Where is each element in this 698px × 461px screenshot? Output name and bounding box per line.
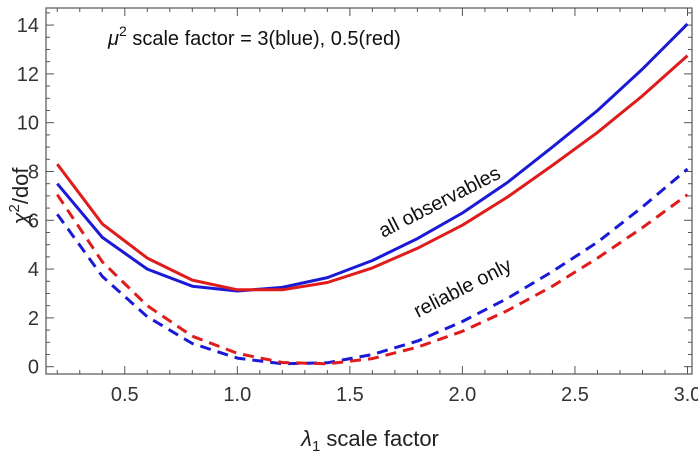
- series-line-3: [56, 167, 689, 366]
- x-axis-sub: 1: [312, 438, 320, 455]
- y-tick-label: 2: [28, 308, 39, 330]
- x-axis-title: λ1 scale factor: [300, 426, 439, 455]
- series-layer: [56, 22, 689, 366]
- y-tick-label: 8: [28, 161, 39, 183]
- x-tick-label: 2.0: [449, 384, 477, 406]
- legend-rest: scale factor = 3(blue), 0.5(red): [127, 28, 401, 50]
- series-line-1: [56, 22, 689, 293]
- y-tick-label: 10: [17, 113, 39, 135]
- label-reliable-only: reliable only: [410, 254, 515, 322]
- x-tick-labels: 0.5 1.0 1.5 2.0 2.5 3.0: [111, 384, 698, 406]
- legend-mu: μ: [107, 28, 119, 50]
- y-tick-label: 6: [28, 210, 39, 232]
- y-axis-sup: 2: [6, 204, 23, 212]
- series-line-2: [56, 54, 689, 292]
- x-axis-symbol: λ: [300, 426, 312, 451]
- axis-ticks: [46, 8, 692, 374]
- x-tick-label: 1.5: [336, 384, 364, 406]
- plot-frame: [45, 7, 693, 375]
- x-tick-label: 1.0: [223, 384, 251, 406]
- y-tick-label: 14: [17, 15, 39, 37]
- x-tick-label: 3.0: [674, 384, 698, 406]
- x-tick-label: 0.5: [111, 384, 139, 406]
- label-all-observables: all observables: [375, 162, 504, 242]
- x-axis-rest: scale factor: [320, 426, 439, 451]
- y-axis-base: χ: [8, 212, 33, 227]
- y-tick-label: 12: [17, 64, 39, 86]
- y-axis-title: χ2/dof: [6, 167, 33, 227]
- x-tick-label: 2.5: [561, 384, 589, 406]
- series-line-4: [56, 193, 689, 366]
- y-tick-label: 4: [28, 259, 39, 281]
- y-tick-label: 0: [28, 357, 39, 379]
- y-axis-rest: /dof: [8, 167, 33, 205]
- legend-sup: 2: [119, 23, 127, 39]
- y-tick-labels: 0 2 4 6 8 10 12 14: [17, 15, 39, 379]
- legend-annotation: μ2 scale factor = 3(blue), 0.5(red): [107, 23, 401, 50]
